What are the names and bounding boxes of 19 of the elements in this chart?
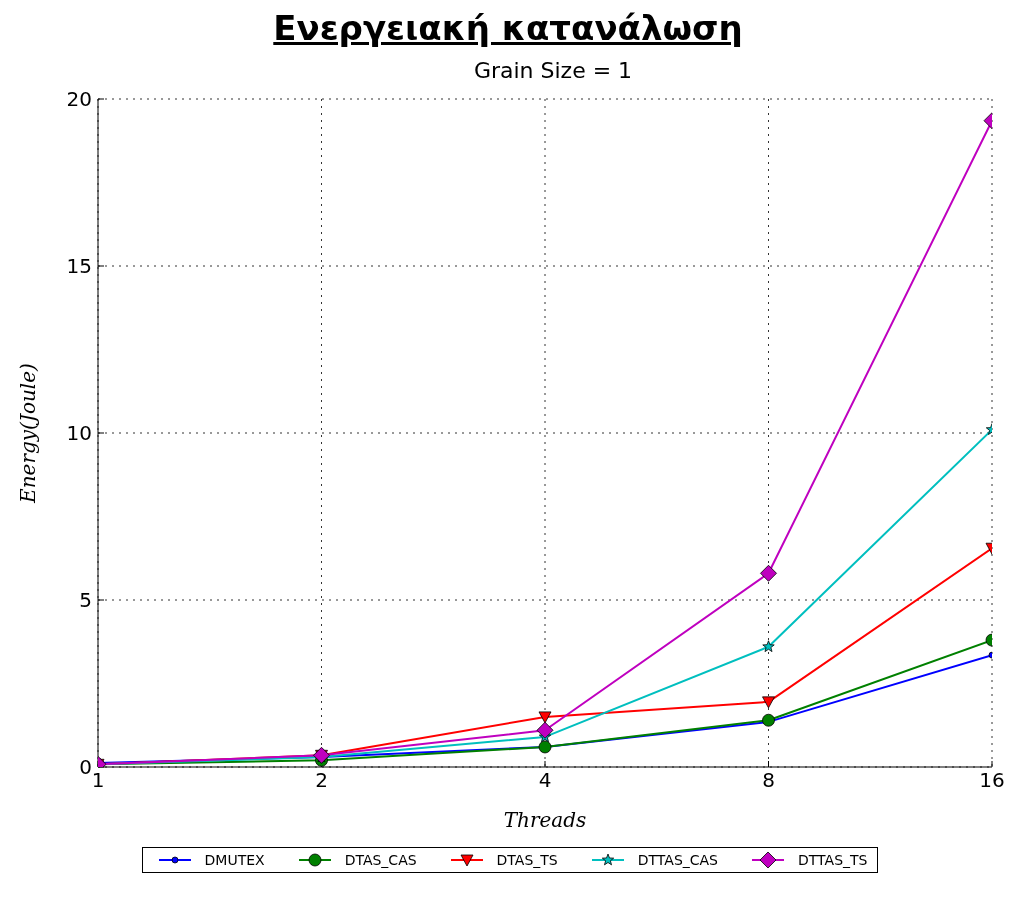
y-tick-label: 15 <box>66 254 92 279</box>
y-axis-title: Energy(Joule) <box>16 363 41 504</box>
y-tick-label: 5 <box>79 588 92 613</box>
x-tick-label: 16 <box>979 768 1005 793</box>
x-tick-label: 8 <box>762 768 775 793</box>
x-tick-label: 4 <box>538 768 552 793</box>
y-tick-label: 0 <box>79 755 92 780</box>
y-tick-label: 20 <box>66 87 92 112</box>
legend-label: DTTAS_CAS <box>637 852 719 868</box>
legend-label: DTTAS_TS <box>798 852 868 868</box>
legend-label: DTAS_CAS <box>344 852 417 868</box>
legend-label: DTAS_TS <box>496 852 558 868</box>
y-tick-label: 10 <box>66 421 92 446</box>
legend-label: DMUTEX <box>204 852 265 868</box>
x-tick-label: 2 <box>315 768 328 793</box>
chart-title: Ενεργειακή κατανάλωση <box>272 8 744 48</box>
x-axis-title: Threads <box>503 808 587 832</box>
chart-subtitle: Grain Size = 1 <box>472 58 634 83</box>
x-tick-label: 1 <box>91 768 105 793</box>
